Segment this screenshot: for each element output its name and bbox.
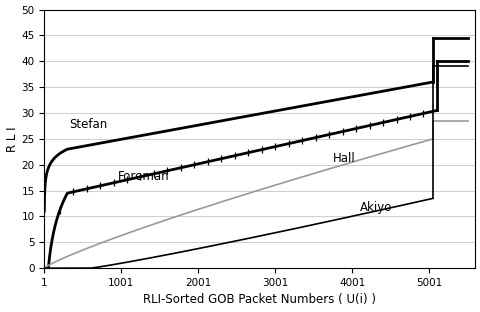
Text: Stefan: Stefan — [70, 118, 108, 131]
Text: Akiyo: Akiyo — [359, 201, 392, 214]
Text: Hall: Hall — [332, 152, 355, 165]
X-axis label: RLI-Sorted GOB Packet Numbers ( U(i) ): RLI-Sorted GOB Packet Numbers ( U(i) ) — [143, 294, 375, 306]
Y-axis label: R L I: R L I — [6, 126, 19, 152]
Text: Foreman: Foreman — [117, 170, 168, 183]
